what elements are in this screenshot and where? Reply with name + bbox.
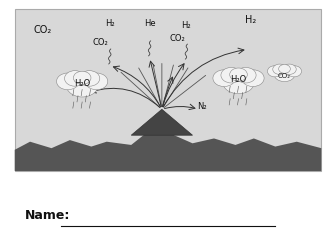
Text: H₂O: H₂O [230, 75, 247, 84]
Circle shape [221, 67, 242, 83]
Polygon shape [131, 109, 193, 135]
Circle shape [242, 70, 264, 86]
Text: He: He [144, 19, 156, 28]
Circle shape [267, 66, 282, 77]
Text: H₂: H₂ [105, 19, 115, 28]
Circle shape [235, 67, 256, 83]
Circle shape [85, 73, 108, 90]
Circle shape [274, 66, 295, 82]
Text: CO₂: CO₂ [278, 73, 291, 79]
Bar [15, 150, 321, 171]
Text: H₂: H₂ [245, 15, 256, 25]
Circle shape [56, 73, 79, 90]
Circle shape [273, 64, 287, 74]
Text: H₂O: H₂O [74, 79, 90, 87]
Text: CO₂: CO₂ [93, 38, 109, 47]
Text: CO₂: CO₂ [169, 34, 185, 43]
Circle shape [230, 68, 247, 81]
Polygon shape [15, 122, 321, 171]
Text: Name:: Name: [25, 209, 70, 222]
Circle shape [279, 65, 290, 73]
Text: N₂: N₂ [197, 102, 207, 111]
Text: CO₂: CO₂ [33, 25, 51, 35]
Circle shape [213, 70, 235, 86]
Circle shape [73, 71, 91, 84]
Text: H₂: H₂ [181, 21, 191, 29]
Circle shape [66, 73, 98, 97]
Circle shape [287, 66, 301, 77]
Circle shape [282, 64, 296, 74]
Circle shape [79, 71, 100, 86]
FancyBboxPatch shape [15, 9, 321, 171]
Circle shape [65, 71, 85, 86]
Circle shape [222, 70, 254, 94]
